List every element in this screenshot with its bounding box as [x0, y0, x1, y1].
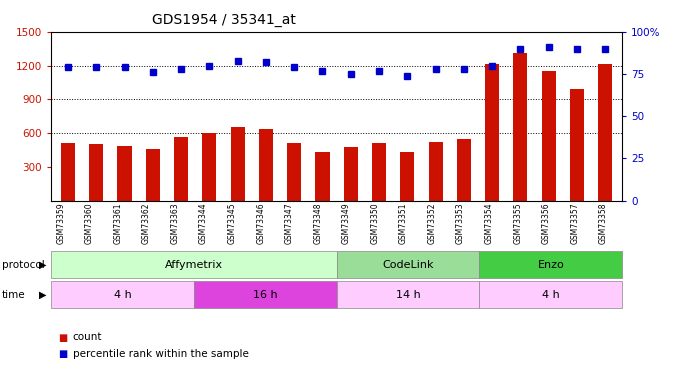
Text: GSM73352: GSM73352 [428, 202, 437, 244]
Bar [541, 70, 556, 201]
Bar [259, 129, 273, 201]
Bar [118, 146, 132, 201]
Bar [428, 142, 443, 201]
Text: GSM73344: GSM73344 [199, 202, 208, 244]
Text: 16 h: 16 h [253, 290, 277, 300]
Text: GSM73348: GSM73348 [313, 202, 322, 244]
Text: GSM73360: GSM73360 [85, 202, 94, 244]
Text: time: time [2, 290, 26, 300]
Text: GSM73357: GSM73357 [571, 202, 579, 244]
Bar [457, 140, 471, 201]
Text: CodeLink: CodeLink [382, 260, 434, 270]
Text: GSM73346: GSM73346 [256, 202, 265, 244]
Text: GSM73350: GSM73350 [371, 202, 379, 244]
Text: GSM73361: GSM73361 [114, 202, 122, 244]
Text: GSM73358: GSM73358 [599, 202, 608, 244]
Text: GSM73354: GSM73354 [485, 202, 494, 244]
Bar [231, 127, 245, 201]
Text: count: count [73, 333, 102, 342]
Bar [146, 149, 160, 201]
Bar [202, 134, 216, 201]
Bar [287, 143, 301, 201]
Bar [513, 53, 528, 201]
Bar [316, 152, 330, 201]
Text: GSM73353: GSM73353 [456, 202, 465, 244]
Text: 4 h: 4 h [114, 290, 131, 300]
Bar [61, 143, 75, 201]
Bar [174, 136, 188, 201]
Text: GSM73351: GSM73351 [399, 202, 408, 244]
Bar [89, 144, 103, 201]
Text: ▶: ▶ [39, 290, 47, 300]
Text: GSM73363: GSM73363 [171, 202, 180, 244]
Text: GSM73345: GSM73345 [228, 202, 237, 244]
Bar [401, 152, 414, 201]
Text: ■: ■ [58, 350, 67, 359]
Text: Enzo: Enzo [537, 260, 564, 270]
Text: ■: ■ [58, 333, 67, 342]
Text: GDS1954 / 35341_at: GDS1954 / 35341_at [152, 13, 296, 27]
Text: GSM73362: GSM73362 [142, 202, 151, 244]
Text: GSM73355: GSM73355 [513, 202, 522, 244]
Text: GSM73359: GSM73359 [56, 202, 65, 244]
Text: GSM73349: GSM73349 [342, 202, 351, 244]
Text: 4 h: 4 h [542, 290, 560, 300]
Bar [343, 147, 358, 201]
Text: GSM73347: GSM73347 [285, 202, 294, 244]
Bar [598, 64, 612, 201]
Bar [570, 89, 584, 201]
Text: ▶: ▶ [39, 260, 47, 270]
Text: percentile rank within the sample: percentile rank within the sample [73, 350, 249, 359]
Bar [372, 143, 386, 201]
Text: GSM73356: GSM73356 [542, 202, 551, 244]
Text: Affymetrix: Affymetrix [165, 260, 223, 270]
Bar [485, 64, 499, 201]
Text: 14 h: 14 h [396, 290, 420, 300]
Text: protocol: protocol [2, 260, 45, 270]
